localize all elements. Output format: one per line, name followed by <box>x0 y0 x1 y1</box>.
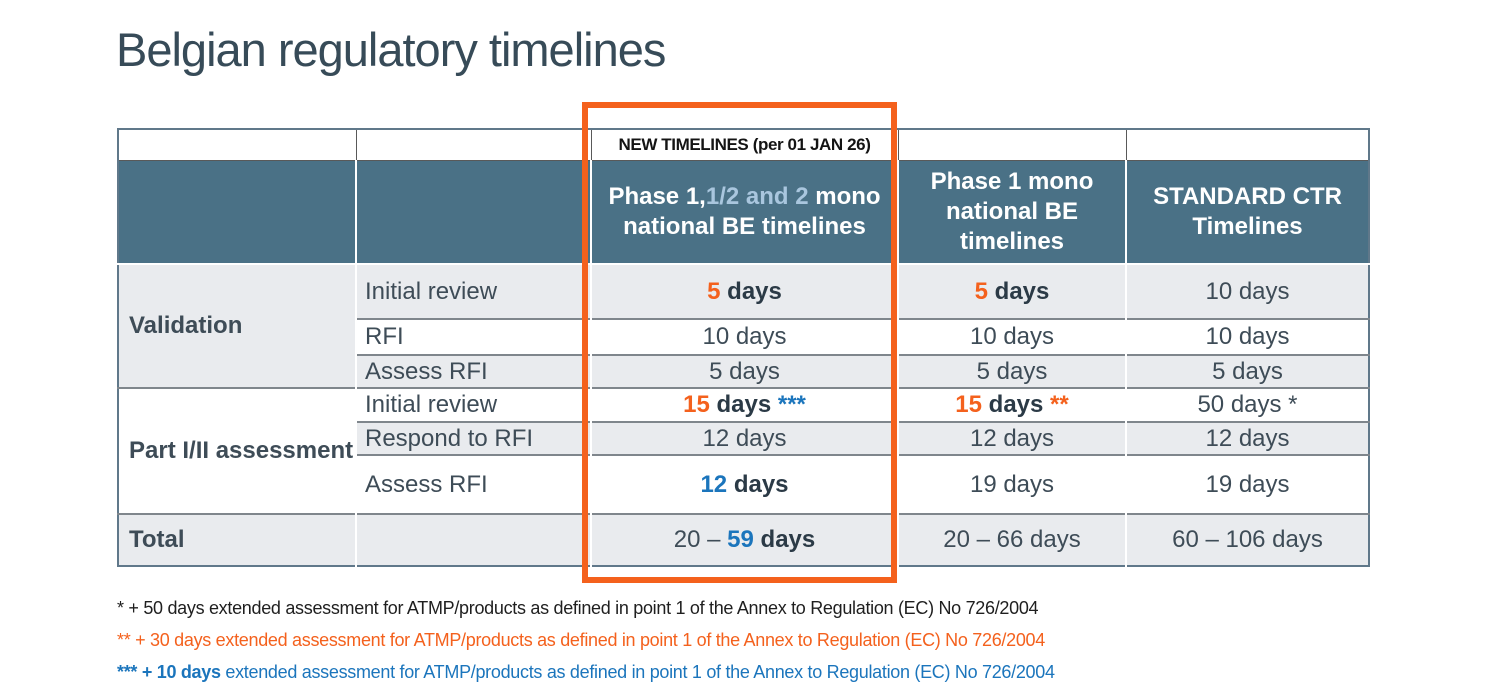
row-part-assess-rfi: Assess RFI 12 days 19 days 19 days <box>118 454 1369 514</box>
col-header-standard-ctr: STANDARD CTR Timelines <box>1125 160 1369 265</box>
cell-part-respond-mono: 12 days <box>897 421 1126 455</box>
value-number: 15 <box>683 391 710 418</box>
row-label-respond-rfi: Respond to RFI <box>355 421 591 455</box>
cell-validation-assess-ctr: 5 days <box>1125 354 1369 388</box>
col-header-new-timelines: Phase 1,1/2 and 2 mono national BE timel… <box>590 160 898 265</box>
col-header-phase1-mono: Phase 1 mono national BE timelines <box>897 160 1126 265</box>
cell-total-mono: 20 – 66 days <box>897 513 1126 566</box>
row-validation-initial-review: Validation Initial review 5 days 5 days … <box>118 263 1369 388</box>
cell-total-empty <box>355 513 591 566</box>
row-part-respond-rfi: Respond to RFI 12 days 12 days 12 days <box>118 421 1369 455</box>
value-number: 5 <box>974 277 988 305</box>
banner-row: NEW TIMELINES (per 01 JAN 26) <box>117 128 1370 161</box>
cell-validation-assess-mono: 5 days <box>897 354 1126 388</box>
row-group-validation: Validation <box>118 263 356 388</box>
cell-part-assess-mono: 19 days <box>897 454 1126 514</box>
cell-part-initial-ctr: 50 days * <box>1125 387 1369 422</box>
cell-validation-assess-new: 5 days <box>590 354 898 388</box>
cell-part-assess-ctr: 19 days <box>1125 454 1369 514</box>
column-header-row: Phase 1,1/2 and 2 mono national BE timel… <box>118 160 1369 265</box>
value-number: 59 <box>727 526 754 553</box>
cell-part-initial-new: 15 days *** <box>590 387 898 422</box>
value-unit: days <box>981 391 1044 418</box>
banner-empty-cell <box>897 128 1127 161</box>
banner-empty-cell <box>117 128 357 161</box>
cell-validation-initial-ctr: 10 days <box>1125 263 1369 319</box>
footnote-3-bold: *** + 10 days <box>117 662 221 682</box>
cell-validation-initial-new: 5 days <box>590 263 898 319</box>
header-empty-cell <box>118 160 356 265</box>
header-empty-cell <box>355 160 591 265</box>
row-label-initial-review: Initial review <box>355 387 591 422</box>
cell-part-respond-new: 12 days <box>590 421 898 455</box>
row-group-part-assessment: Part I/II assessment <box>118 387 356 514</box>
footnote-1: * + 50 days extended assessment for ATMP… <box>117 598 1039 618</box>
row-validation-assess-rfi: Assess RFI 5 days 5 days 5 days <box>118 354 1369 388</box>
timelines-table: NEW TIMELINES (per 01 JAN 26) Phase 1,1/… <box>117 128 1370 567</box>
footnote-3-rest: extended assessment for ATMP/products as… <box>220 662 1055 682</box>
row-part-initial-review: Part I/II assessment Initial review 15 d… <box>118 387 1369 514</box>
value-number: 12 <box>700 470 728 498</box>
banner-empty-cell <box>1125 128 1370 161</box>
cell-part-respond-ctr: 12 days <box>1125 421 1369 455</box>
cell-validation-rfi-new: 10 days <box>590 318 898 355</box>
header-run-phase1: Phase 1, <box>608 182 706 210</box>
footnote-2: ** + 30 days extended assessment for ATM… <box>117 630 1045 650</box>
row-validation-rfi: RFI 10 days 10 days 10 days <box>118 318 1369 355</box>
value-number: 5 <box>707 277 721 305</box>
row-group-total: Total <box>118 513 356 566</box>
row-label-initial-review: Initial review <box>355 263 591 319</box>
value-footnote-marker: ** <box>1043 391 1069 418</box>
cell-total-ctr: 60 – 106 days <box>1125 513 1369 566</box>
value-prefix: 20 – <box>673 526 728 553</box>
footnote-3: *** + 10 days extended assessment for AT… <box>117 662 1055 683</box>
footnotes: * + 50 days extended assessment for ATMP… <box>117 598 1055 694</box>
cell-validation-initial-mono: 5 days <box>897 263 1126 319</box>
value-unit: days <box>709 391 772 418</box>
cell-validation-rfi-ctr: 10 days <box>1125 318 1369 355</box>
value-unit: days <box>720 277 782 305</box>
row-label-assess-rfi: Assess RFI <box>355 354 591 388</box>
row-label-assess-rfi: Assess RFI <box>355 454 591 514</box>
value-unit: days <box>753 526 816 553</box>
value-unit: days <box>727 470 789 498</box>
row-total: Total 20 – 59 days 20 – 66 days 60 – 106… <box>118 513 1369 566</box>
value-unit: days <box>987 277 1050 305</box>
banner-empty-cell <box>355 128 592 161</box>
header-run-phase12: 1/2 and 2 <box>705 182 809 210</box>
value-footnote-marker: *** <box>771 391 806 418</box>
new-timelines-banner: NEW TIMELINES (per 01 JAN 26) <box>590 128 899 161</box>
value-number: 15 <box>955 391 982 418</box>
page-title: Belgian regulatory timelines <box>116 23 666 76</box>
highlight-rectangle <box>582 102 897 583</box>
cell-part-assess-new: 12 days <box>590 454 898 514</box>
cell-validation-rfi-mono: 10 days <box>897 318 1126 355</box>
cell-part-initial-mono: 15 days ** <box>897 387 1126 422</box>
cell-total-new: 20 – 59 days <box>590 513 898 566</box>
row-label-rfi: RFI <box>355 318 591 355</box>
header-run-mono: mono national BE timelines <box>623 182 881 240</box>
